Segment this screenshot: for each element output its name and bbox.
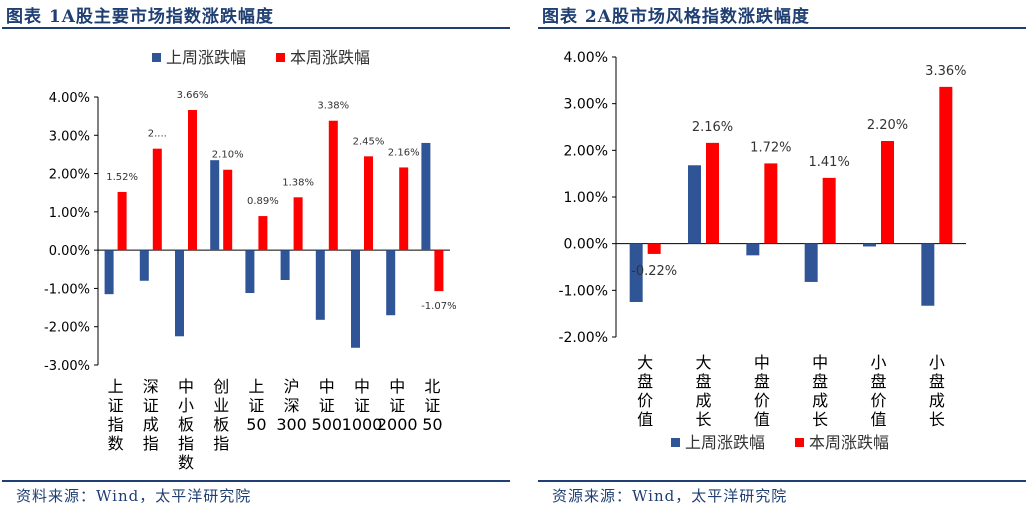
bar-this-week — [399, 167, 409, 251]
title-rule — [2, 27, 510, 29]
data-label: 1.41% — [809, 155, 850, 170]
bar-last-week — [245, 250, 255, 294]
data-label: 2.16% — [692, 120, 733, 135]
x-category-label: 沪深 300 — [276, 377, 307, 434]
bar-last-week — [863, 243, 876, 247]
legend-label: 上周涨跌幅 — [166, 48, 246, 67]
y-tick-label: 2.00% — [564, 143, 608, 159]
data-label: 0.89% — [247, 196, 279, 207]
chart-2-svg: 4.00% 3.00% 2.00% 1.00% 0.00% -1.00% -2.00% -0.… — [558, 50, 966, 452]
bar-last-week — [421, 142, 431, 251]
y-tick-label: 3.00% — [564, 97, 608, 113]
data-label: 2.45% — [353, 136, 385, 147]
chart-panel-2: 图表 2A股市场风格指数涨跌幅度 4.00% 3.00% 2.00% 1.00% 0.0… — [536, 0, 1032, 512]
legend-swatch — [152, 53, 161, 62]
bar-this-week — [223, 169, 233, 251]
x-category-label: 中小板指数 — [178, 377, 194, 472]
chart-1-svg: 4.00% 3.00% 2.00% 1.00% 0.00% -1.00% -2.00% -3.… — [44, 48, 457, 472]
data-label: 3.66% — [177, 90, 209, 101]
bar-last-week — [175, 250, 184, 337]
bar-this-week — [939, 86, 953, 244]
bar-this-week — [647, 243, 661, 254]
y-tick-label: -2.00% — [44, 321, 90, 336]
y-tick-label: 2.00% — [49, 168, 90, 183]
y-tick-label: 3.00% — [49, 129, 90, 144]
bar-this-week — [706, 142, 719, 244]
bar-this-week — [434, 250, 444, 292]
chart-source: 资料来源：Wind，太平洋研究院 — [16, 487, 252, 505]
bar-last-week — [921, 243, 935, 306]
data-label: 1.38% — [282, 177, 314, 188]
data-label: 2.16% — [388, 147, 420, 158]
y-tick-label: -1.00% — [44, 282, 90, 297]
bar-last-week — [139, 250, 149, 281]
data-label: 2.10% — [212, 150, 244, 161]
source-rule — [538, 480, 1026, 482]
y-tick-label: 4.00% — [564, 50, 608, 66]
x-category-label: 深证成指 — [143, 377, 159, 453]
bar-this-week — [881, 141, 894, 244]
chart-panel-1: 图表 1A股主要市场指数涨跌幅度 4.00% 3.00% 2.00% 1.00% 0.0… — [2, 7, 510, 505]
bar-this-week — [764, 163, 778, 244]
bar-last-week — [386, 250, 396, 316]
y-tick-label: 4.00% — [49, 91, 90, 106]
data-label: 3.38% — [317, 101, 349, 112]
source-rule — [2, 480, 510, 482]
data-label: 3.36% — [925, 64, 966, 79]
y-tick-label: -2.00% — [558, 330, 608, 346]
bar-last-week — [280, 250, 290, 281]
bar-last-week — [104, 250, 114, 295]
bar-this-week — [258, 216, 268, 251]
data-label: -1.07% — [421, 301, 456, 312]
y-tick-label: 1.00% — [564, 190, 608, 206]
x-category-label: 小盘价值 — [870, 353, 886, 429]
legend-swatch — [795, 438, 804, 447]
legend-swatch — [671, 438, 680, 447]
bar-this-week — [188, 110, 197, 251]
bar-this-week — [293, 197, 303, 251]
y-tick-label: -1.00% — [558, 283, 608, 299]
data-label: 2.... — [148, 129, 167, 140]
x-category-label: 大盘价值 — [637, 353, 653, 429]
bar-last-week — [688, 165, 701, 244]
bar-last-week — [351, 250, 360, 348]
data-label: -0.22% — [631, 264, 677, 279]
bar-last-week — [210, 160, 220, 251]
bar-this-week — [152, 148, 162, 251]
data-label: 1.52% — [106, 172, 138, 183]
bar-this-week — [117, 191, 127, 251]
x-category-label: 小盘成长 — [929, 353, 945, 429]
x-category-label: 创业板指 — [213, 377, 229, 453]
legend-swatch — [276, 53, 285, 62]
x-category-label: 上证 50 — [246, 377, 266, 434]
chart-title: 图表 2A股市场风格指数涨跌幅度 — [542, 7, 810, 27]
x-category-label: 北证 50 — [422, 377, 442, 434]
y-tick-label: -3.00% — [44, 359, 90, 374]
x-category-label: 大盘成长 — [695, 353, 711, 429]
x-category-label: 中盘成长 — [812, 353, 828, 429]
chart-title: 图表 1A股主要市场指数涨跌幅度 — [6, 7, 274, 27]
y-tick-label: 0.00% — [49, 244, 90, 259]
x-category-label: 中证 500 — [312, 377, 343, 434]
bar-this-week — [364, 156, 373, 251]
x-category-label: 上证指数 — [108, 377, 124, 453]
data-label: 1.72% — [750, 140, 791, 155]
legend-label: 本周涨跌幅 — [809, 433, 889, 452]
y-tick-label: 1.00% — [49, 206, 90, 221]
y-tick-label: 0.00% — [564, 237, 608, 253]
bar-this-week — [822, 177, 836, 244]
x-category-label: 中证 1000 — [342, 377, 383, 434]
x-category-label: 中盘价值 — [754, 353, 770, 429]
x-category-label: 中证 2000 — [377, 377, 418, 434]
bar-last-week — [629, 243, 643, 302]
data-label: 2.20% — [867, 118, 908, 133]
chart-source: 资源来源：Wind，太平洋研究院 — [552, 487, 788, 505]
bar-last-week — [315, 250, 325, 320]
bar-last-week — [746, 243, 760, 256]
legend-label: 上周涨跌幅 — [685, 433, 765, 452]
title-rule — [538, 27, 1026, 29]
legend-label: 本周涨跌幅 — [290, 48, 370, 67]
bar-last-week — [804, 243, 818, 282]
bar-this-week — [328, 120, 338, 251]
